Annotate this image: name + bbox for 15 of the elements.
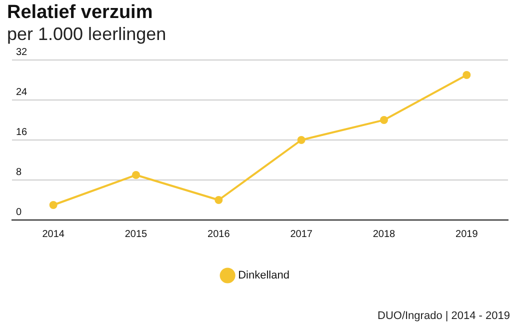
y-tick-label: 24 [16, 86, 28, 98]
y-tick-label: 16 [16, 126, 28, 138]
x-tick-label: 2019 [456, 228, 478, 240]
chart-subtitle: per 1.000 leerlingen [7, 24, 166, 45]
legend-label: Dinkelland [238, 270, 290, 282]
x-tick-label: 2016 [208, 228, 230, 240]
y-tick-label: 8 [16, 166, 22, 178]
x-tick-label: 2015 [124, 228, 148, 240]
x-tick-label: 2017 [290, 228, 313, 240]
x-tick-label: 2018 [372, 228, 396, 240]
y-tick-label: 0 [16, 206, 22, 218]
text: DUO/Ingrado | 2014 - 2019 [378, 310, 510, 322]
chart-title: Relatief verzuim [7, 2, 153, 24]
y-tick-label: 32 [16, 46, 28, 58]
x-tick-label: 2014 [42, 228, 65, 240]
